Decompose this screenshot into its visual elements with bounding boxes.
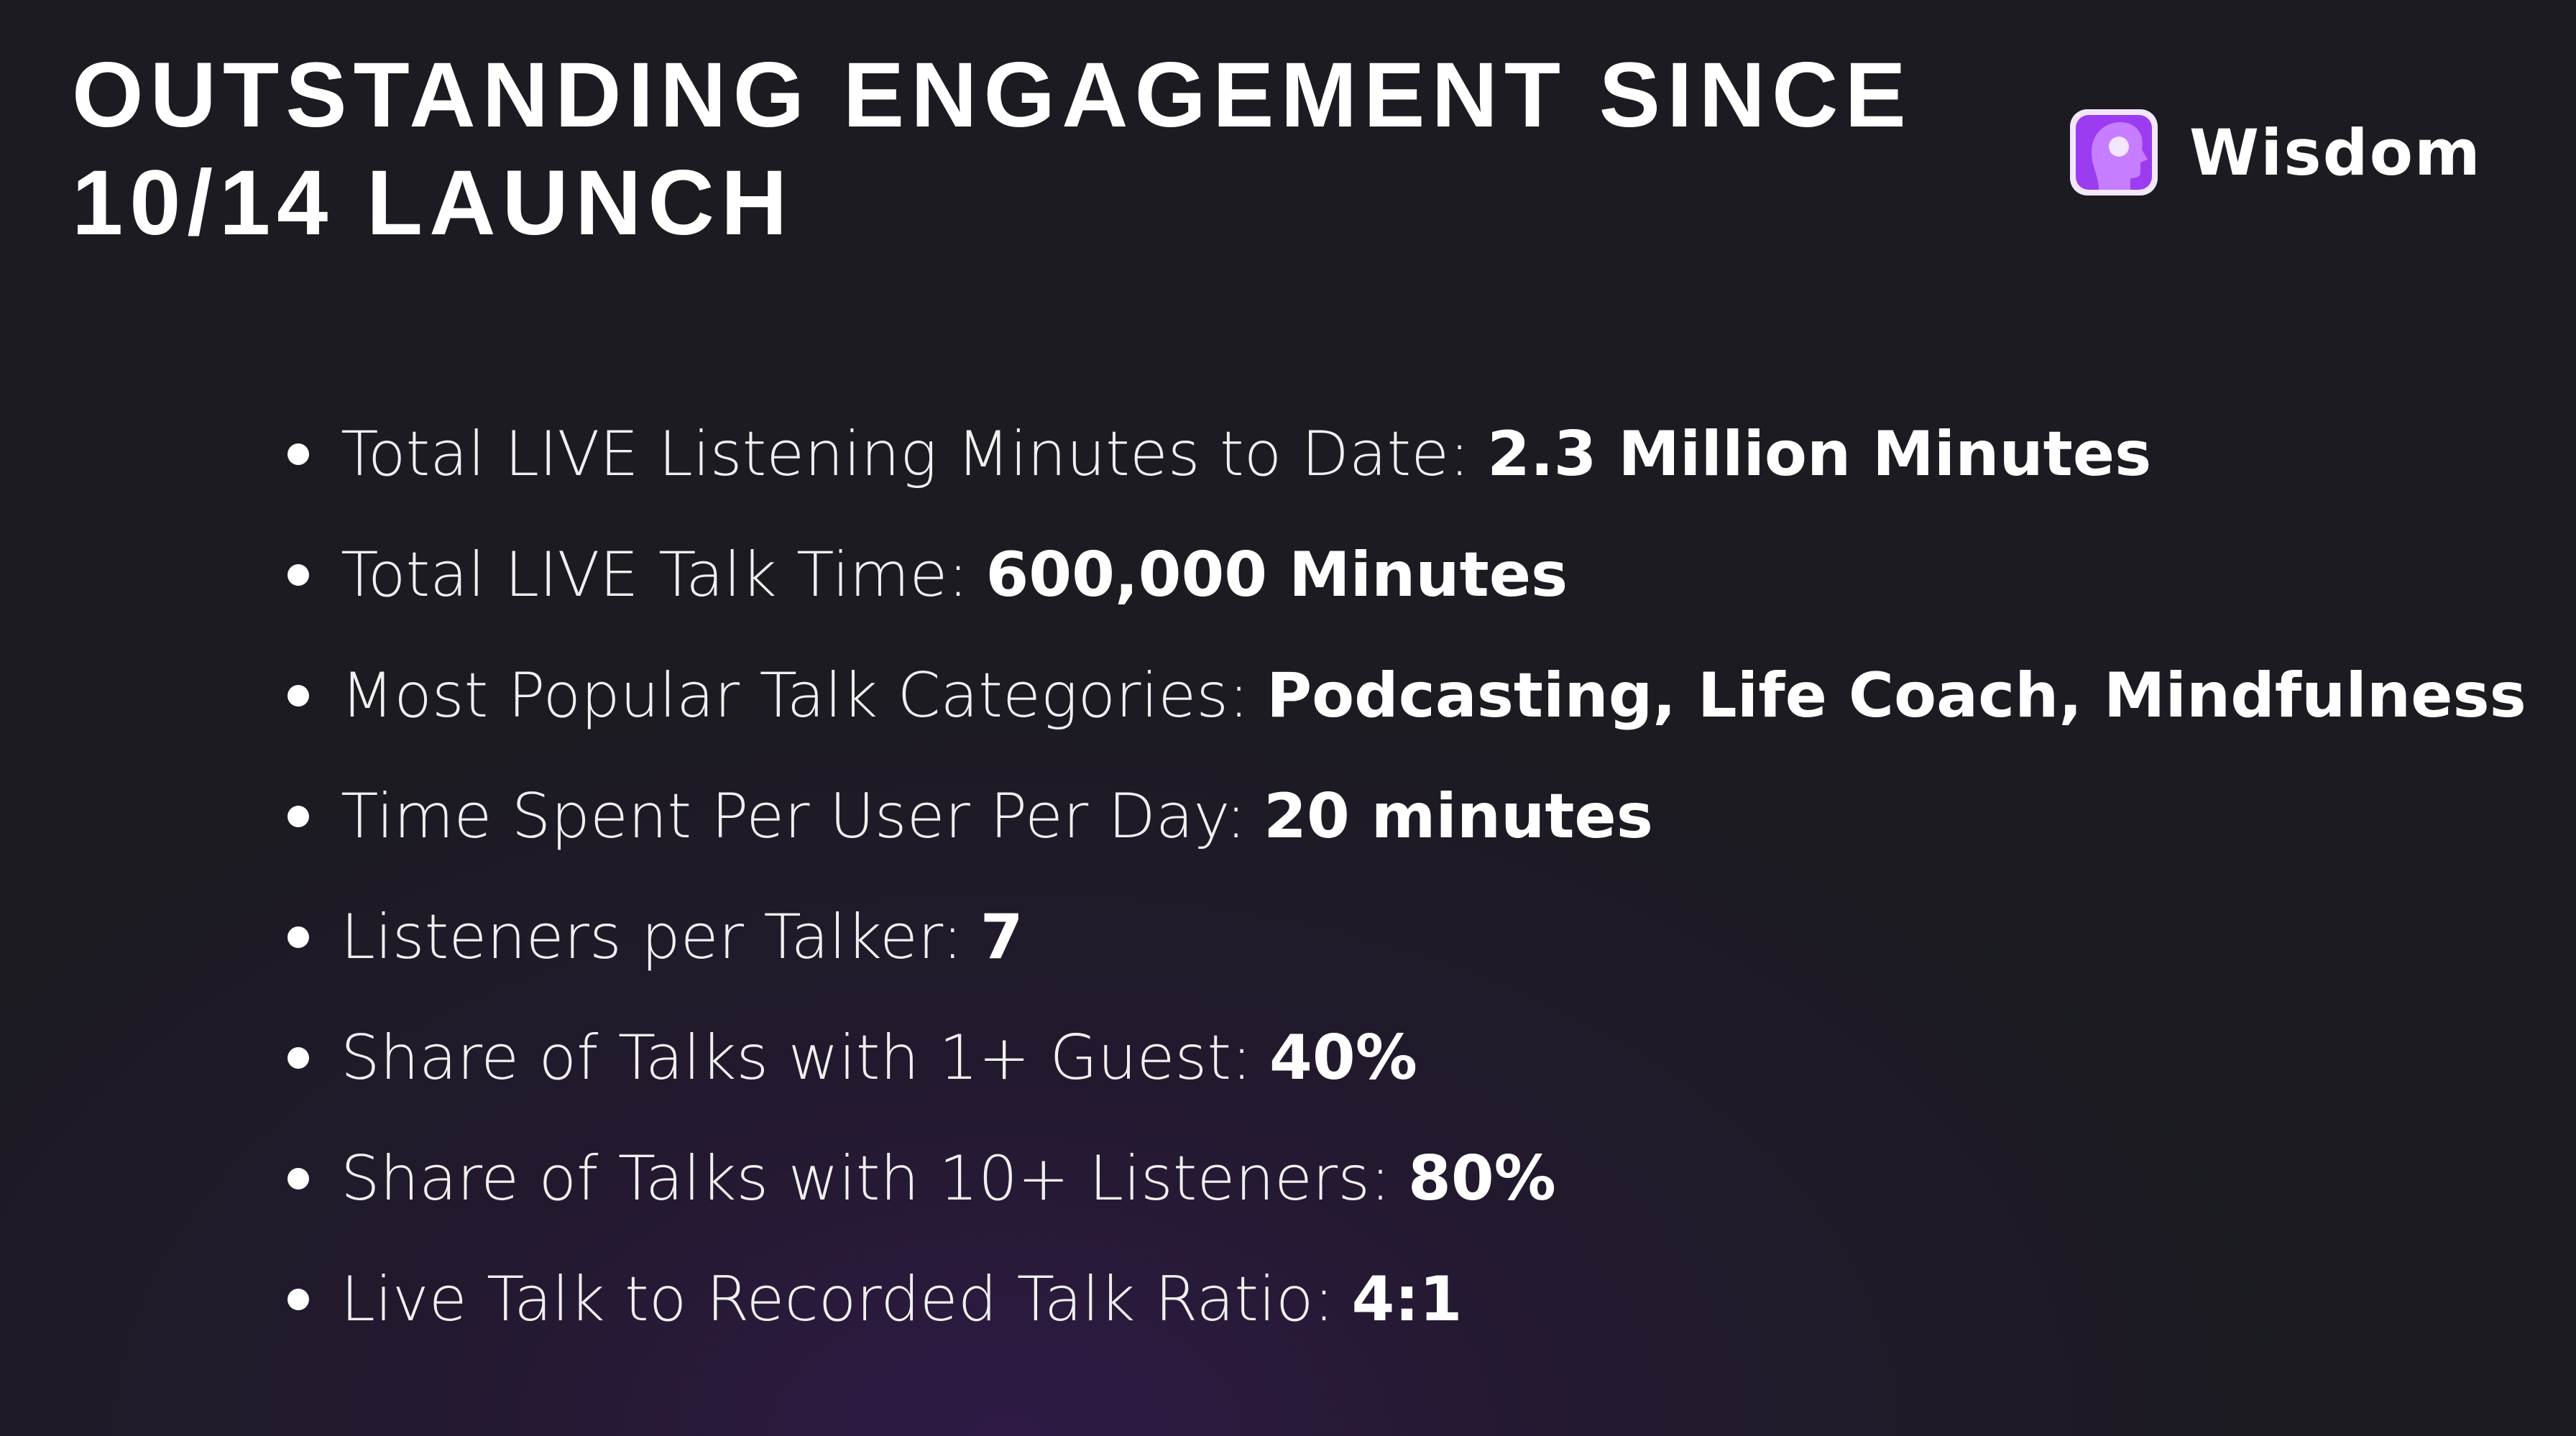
stat-label: Listeners per Talker: xyxy=(341,901,963,973)
stat-label: Share of Talks with 10+ Listeners: xyxy=(341,1143,1391,1215)
stat-item: Total LIVE Talk Time: 600,000 Minutes xyxy=(288,515,2526,635)
stat-label: Time Spent Per User Per Day: xyxy=(341,781,1247,852)
stat-value: 4:1 xyxy=(1351,1264,1463,1335)
stat-label: Total LIVE Talk Time: xyxy=(341,539,969,611)
stats-list: Total LIVE Listening Minutes to Date: 2.3… xyxy=(288,394,2526,1360)
bullet xyxy=(288,1289,309,1310)
bullet xyxy=(288,926,309,948)
bullet xyxy=(288,564,309,586)
stat-item: Listeners per Talker: 7 xyxy=(288,877,2526,998)
stat-item: Most Popular Talk Categories: Podcasting,… xyxy=(288,635,2526,756)
bullet xyxy=(288,1168,309,1189)
logo-text: Wisdom xyxy=(2189,115,2482,190)
title-line: OUTSTANDING ENGAGEMENT SINCE xyxy=(72,44,1913,147)
stat-value: 600,000 Minutes xyxy=(985,539,1568,611)
stat-value: 40% xyxy=(1269,1022,1417,1094)
bullet xyxy=(288,443,309,465)
stat-label: Most Popular Talk Categories: xyxy=(341,660,1250,732)
stat-value: 20 minutes xyxy=(1264,781,1653,852)
bullet xyxy=(288,1047,309,1069)
bullet xyxy=(288,685,309,707)
stat-value: 2.3 Million Minutes xyxy=(1487,418,2152,490)
stat-value: 80% xyxy=(1408,1143,1556,1215)
stat-item: Time Spent Per User Per Day: 20 minutes xyxy=(288,756,2526,877)
stat-value: 7 xyxy=(980,901,1024,973)
stat-item: Live Talk to Recorded Talk Ratio: 4:1 xyxy=(288,1239,2526,1360)
logo: Wisdom xyxy=(2070,109,2482,195)
stat-item: Share of Talks with 1+ Guest: 40% xyxy=(288,998,2526,1118)
stat-item: Share of Talks with 10+ Listeners: 80% xyxy=(288,1118,2526,1239)
stat-item: Total LIVE Listening Minutes to Date: 2.3… xyxy=(288,394,2526,515)
title: OUTSTANDING ENGAGEMENT SINCE 10/14 LAUNC… xyxy=(72,42,1913,257)
logo-icon xyxy=(2070,109,2158,195)
stat-label: Live Talk to Recorded Talk Ratio: xyxy=(341,1264,1335,1335)
bullet xyxy=(288,806,309,827)
stat-label: Share of Talks with 1+ Guest: xyxy=(341,1022,1253,1094)
stat-value: Podcasting, Life Coach, Mindfulness xyxy=(1266,660,2526,732)
stat-label: Total LIVE Listening Minutes to Date: xyxy=(341,418,1471,490)
title-line: 10/14 LAUNCH xyxy=(72,152,794,254)
